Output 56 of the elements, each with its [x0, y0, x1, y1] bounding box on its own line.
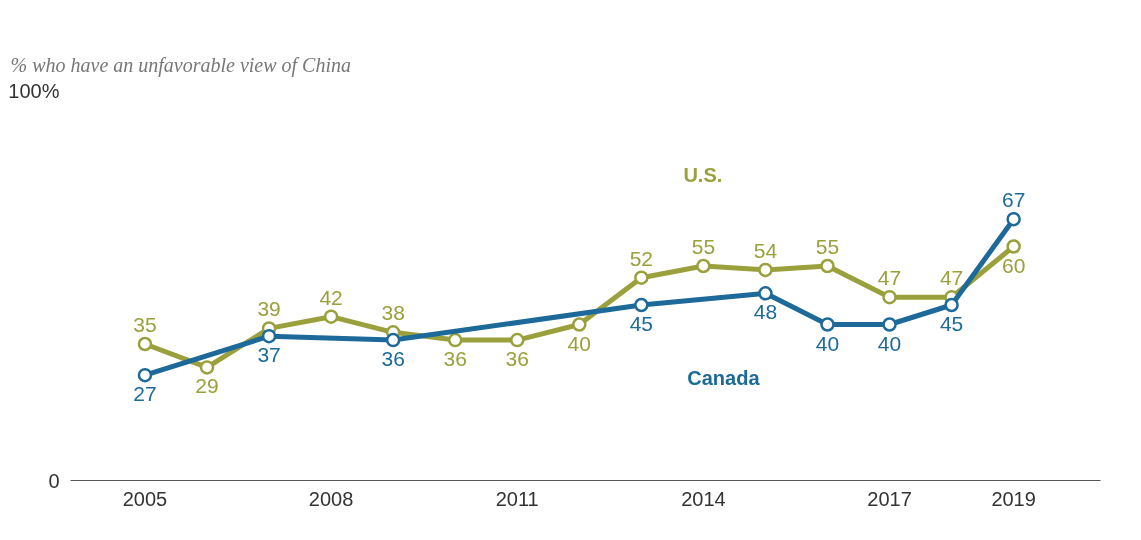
text: U.S. — [683, 164, 723, 186]
point — [323, 309, 339, 324]
x-tick-label: 2011 — [495, 487, 539, 510]
data-label: 29 — [195, 374, 219, 398]
chart-title: % who have an unfavorable view of China — [10, 53, 352, 77]
point — [634, 297, 649, 313]
data-label: 40 — [815, 331, 840, 355]
point — [1006, 239, 1021, 254]
point — [1006, 211, 1021, 227]
data-label: 60 — [1001, 253, 1026, 277]
data-label: 40 — [877, 331, 902, 355]
data-label: 55 — [815, 235, 840, 258]
point — [882, 317, 897, 332]
y-tick-label: 0 — [48, 469, 60, 492]
data-label: 36 — [381, 347, 405, 371]
point — [882, 289, 897, 305]
point — [820, 258, 835, 274]
x-tick-label: 2008 — [308, 487, 354, 510]
data-label: 36 — [443, 347, 467, 371]
data-label: 27 — [133, 382, 157, 406]
y-tick-label: 100% — [8, 79, 60, 102]
point — [758, 262, 773, 278]
data-label: 38 — [381, 301, 405, 325]
point — [137, 336, 153, 352]
x-tick-label: 2005 — [122, 487, 168, 510]
point — [572, 317, 587, 332]
point — [447, 332, 463, 348]
x-tick-label: 2019 — [991, 487, 1036, 510]
data-label: 52 — [629, 246, 654, 270]
data-label: 47 — [939, 266, 964, 290]
point — [385, 332, 401, 348]
data-label: 45 — [939, 312, 964, 335]
point — [696, 258, 711, 274]
data-label: 47 — [877, 266, 902, 290]
point — [820, 317, 835, 332]
data-label: 35 — [133, 313, 157, 336]
data-label: 39 — [257, 297, 281, 321]
data-label: 40 — [567, 331, 591, 355]
data-label: 36 — [505, 347, 529, 371]
text: Canada — [687, 367, 761, 390]
point — [758, 286, 773, 301]
point — [944, 297, 959, 313]
data-label: 54 — [753, 238, 778, 262]
data-label: 67 — [1001, 188, 1026, 212]
data-label: 37 — [257, 343, 281, 367]
point — [137, 367, 153, 383]
point — [510, 332, 525, 348]
point — [634, 270, 649, 285]
data-label: 42 — [319, 285, 343, 309]
x-tick-label: 2017 — [867, 487, 912, 510]
data-label: 48 — [753, 300, 778, 324]
point — [199, 360, 215, 375]
data-label: 55 — [691, 235, 716, 258]
point — [261, 328, 277, 344]
data-label: 45 — [629, 312, 654, 335]
x-tick-label: 2014 — [681, 487, 726, 510]
